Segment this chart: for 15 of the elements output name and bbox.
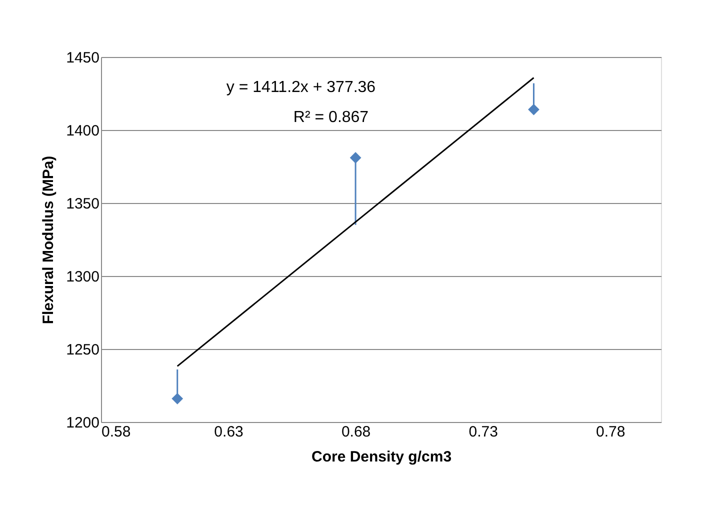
- x-tick-label: 0.58: [102, 424, 131, 440]
- annotation: R² = 0.867: [293, 109, 369, 126]
- y-tick-label: 1400: [66, 122, 100, 140]
- y-tick-label: 1200: [66, 414, 100, 432]
- y-tick-label: 1450: [66, 50, 100, 66]
- annotation: y = 1411.2x + 377.36: [226, 79, 376, 96]
- x-tick-label: 0.68: [341, 424, 371, 440]
- x-axis-title: Core Density g/cm3: [311, 448, 452, 466]
- y-tick-label: 1350: [66, 196, 100, 212]
- y-tick-label: 1300: [66, 268, 100, 286]
- x-tick-label: 0.73: [468, 424, 498, 440]
- x-tick-label: 0.78: [596, 424, 626, 440]
- x-tick-label: 0.63: [214, 424, 244, 440]
- y-axis-title: Flexural Modulus (MPa): [40, 156, 58, 324]
- y-tick-label: 1250: [66, 342, 100, 358]
